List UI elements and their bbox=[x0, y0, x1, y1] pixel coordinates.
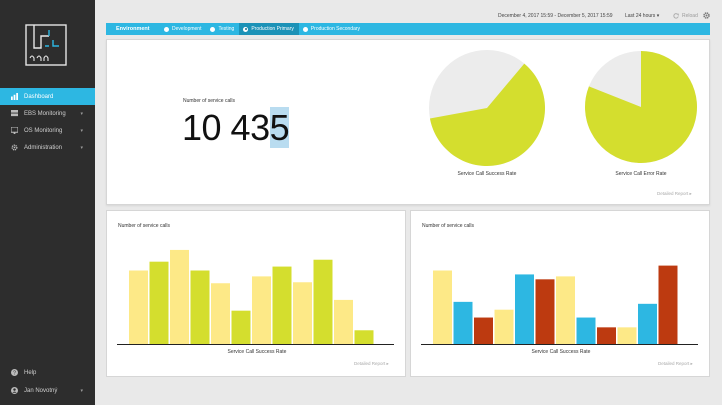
sidebar: Dashboard EBS Monitoring ▾ OS Monitoring… bbox=[0, 0, 95, 405]
radio-icon bbox=[302, 26, 308, 32]
chart-title: Number of service calls bbox=[118, 223, 170, 229]
app-logo[interactable] bbox=[25, 24, 67, 66]
chart-bar bbox=[354, 330, 374, 344]
chart-bar bbox=[638, 303, 657, 344]
settings-gear-icon[interactable] bbox=[703, 12, 710, 19]
env-option-production-primary[interactable]: Production Primary bbox=[239, 23, 299, 35]
sidebar-item-administration[interactable]: Administration ▾ bbox=[0, 139, 95, 156]
chart-x-axis-label: Service Call Success Rate bbox=[531, 349, 591, 355]
date-range-picker[interactable]: December 4, 2017 15:59 - December 5, 201… bbox=[498, 13, 613, 19]
env-option-development[interactable]: Development bbox=[160, 23, 206, 35]
success-rate-pie bbox=[429, 50, 545, 166]
refresh-icon bbox=[673, 13, 679, 19]
error-rate-pie bbox=[585, 51, 697, 163]
pie-slice-value bbox=[429, 63, 545, 166]
sidebar-item-label: Administration bbox=[24, 144, 63, 151]
env-option-label: Production Secondary bbox=[310, 26, 361, 32]
chevron-down-icon: ▾ bbox=[80, 145, 83, 151]
service-calls-chart-panel-left: Number of service calls Service Call Suc… bbox=[106, 210, 406, 377]
chevron-down-icon: ▾ bbox=[80, 111, 83, 117]
chart-bar bbox=[334, 299, 353, 344]
chart-bar bbox=[211, 283, 230, 344]
sidebar-nav: Dashboard EBS Monitoring ▾ OS Monitoring… bbox=[0, 88, 95, 156]
chart-bar bbox=[535, 279, 555, 344]
top-bar: December 4, 2017 15:59 - December 5, 201… bbox=[95, 0, 722, 24]
chart-bar bbox=[494, 309, 514, 344]
help-icon: ? bbox=[11, 369, 18, 376]
sidebar-item-help[interactable]: ? Help bbox=[0, 364, 95, 381]
env-option-production-secondary[interactable]: Production Secondary bbox=[299, 23, 365, 35]
service-calls-bar-chart bbox=[117, 249, 394, 345]
detailed-report-link[interactable]: Detailed Report ▸ bbox=[657, 191, 692, 196]
chart-bar bbox=[129, 270, 148, 344]
sidebar-bottom: ? Help Jan Novotný ▾ bbox=[0, 364, 95, 399]
sidebar-item-label: OS Monitoring bbox=[24, 127, 63, 134]
service-calls-chart-panel-right: Number of service calls Service Call Suc… bbox=[410, 210, 710, 377]
reload-button[interactable]: Reload bbox=[673, 13, 698, 19]
chart-bar bbox=[313, 259, 333, 344]
gear-icon bbox=[11, 144, 18, 151]
detailed-report-link[interactable]: Detailed Report ▸ bbox=[658, 361, 693, 366]
chart-bar bbox=[617, 327, 637, 344]
chart-bar bbox=[433, 270, 452, 344]
env-option-label: Testing bbox=[218, 26, 235, 32]
sidebar-item-dashboard[interactable]: Dashboard bbox=[0, 88, 95, 105]
chart-bar bbox=[556, 276, 575, 344]
stat-value: 10 435 bbox=[182, 107, 290, 149]
stat-value-highlight: 5 bbox=[269, 107, 290, 148]
sidebar-item-ebs-monitoring[interactable]: EBS Monitoring ▾ bbox=[0, 105, 95, 122]
detailed-report-label: Detailed Report bbox=[354, 361, 386, 366]
pie-slice-value bbox=[585, 51, 697, 163]
environment-bar: Environment Development Testing Producti… bbox=[106, 23, 710, 35]
dashboard-icon bbox=[11, 93, 18, 100]
sidebar-item-user[interactable]: Jan Novotný ▾ bbox=[0, 382, 95, 399]
detailed-report-link[interactable]: Detailed Report ▸ bbox=[354, 361, 389, 366]
sidebar-item-os-monitoring[interactable]: OS Monitoring ▾ bbox=[0, 122, 95, 139]
chart-bar bbox=[149, 261, 169, 344]
chevron-down-icon: ▾ bbox=[656, 13, 660, 19]
sidebar-item-label: Jan Novotný bbox=[24, 387, 58, 394]
environment-title: Environment bbox=[116, 26, 150, 32]
monitor-icon bbox=[11, 127, 18, 134]
svg-text:?: ? bbox=[13, 371, 16, 376]
detailed-report-label: Detailed Report bbox=[658, 361, 690, 366]
period-select[interactable]: Last 24 hours ▾ bbox=[625, 13, 659, 19]
stat-label: Number of service calls bbox=[183, 98, 235, 104]
chart-title: Number of service calls bbox=[422, 223, 474, 229]
env-option-label: Development bbox=[172, 26, 202, 32]
detailed-report-label: Detailed Report bbox=[657, 191, 689, 196]
chart-bar bbox=[231, 310, 251, 344]
server-icon bbox=[11, 110, 18, 117]
chart-bar bbox=[272, 266, 292, 344]
pie-caption-success: Service Call Success Rate bbox=[457, 171, 517, 177]
chart-bar bbox=[474, 317, 493, 344]
chart-bar bbox=[453, 301, 473, 344]
stat-value-main: 10 43 bbox=[182, 107, 270, 148]
chart-bar bbox=[190, 270, 210, 344]
radio-icon bbox=[164, 26, 169, 32]
service-calls-bar-chart bbox=[421, 265, 698, 345]
sidebar-item-label: Dashboard bbox=[24, 93, 54, 100]
user-icon bbox=[11, 387, 18, 394]
env-option-testing[interactable]: Testing bbox=[206, 23, 239, 35]
chevron-down-icon: ▾ bbox=[80, 388, 83, 394]
chart-x-axis-label: Service Call Success Rate bbox=[227, 349, 287, 355]
reload-label: Reload bbox=[682, 13, 698, 19]
sidebar-item-label: Help bbox=[24, 369, 37, 376]
sidebar-item-label: EBS Monitoring bbox=[24, 110, 66, 117]
chart-bar bbox=[170, 249, 189, 344]
env-option-label: Production Primary bbox=[251, 26, 294, 32]
period-label: Last 24 hours bbox=[625, 13, 656, 19]
chart-bar bbox=[658, 265, 678, 344]
summary-panel: Number of service calls 10 435 Service C… bbox=[106, 39, 710, 205]
chevron-down-icon: ▾ bbox=[80, 128, 83, 134]
radio-icon bbox=[210, 26, 216, 32]
chart-bar bbox=[293, 282, 312, 344]
chart-bar bbox=[597, 327, 616, 344]
chart-bar bbox=[252, 276, 271, 344]
chart-bar bbox=[576, 317, 596, 344]
radio-checked-icon bbox=[243, 26, 249, 32]
pie-caption-error: Service Call Error Rate bbox=[615, 171, 667, 177]
chart-bar bbox=[515, 274, 534, 344]
